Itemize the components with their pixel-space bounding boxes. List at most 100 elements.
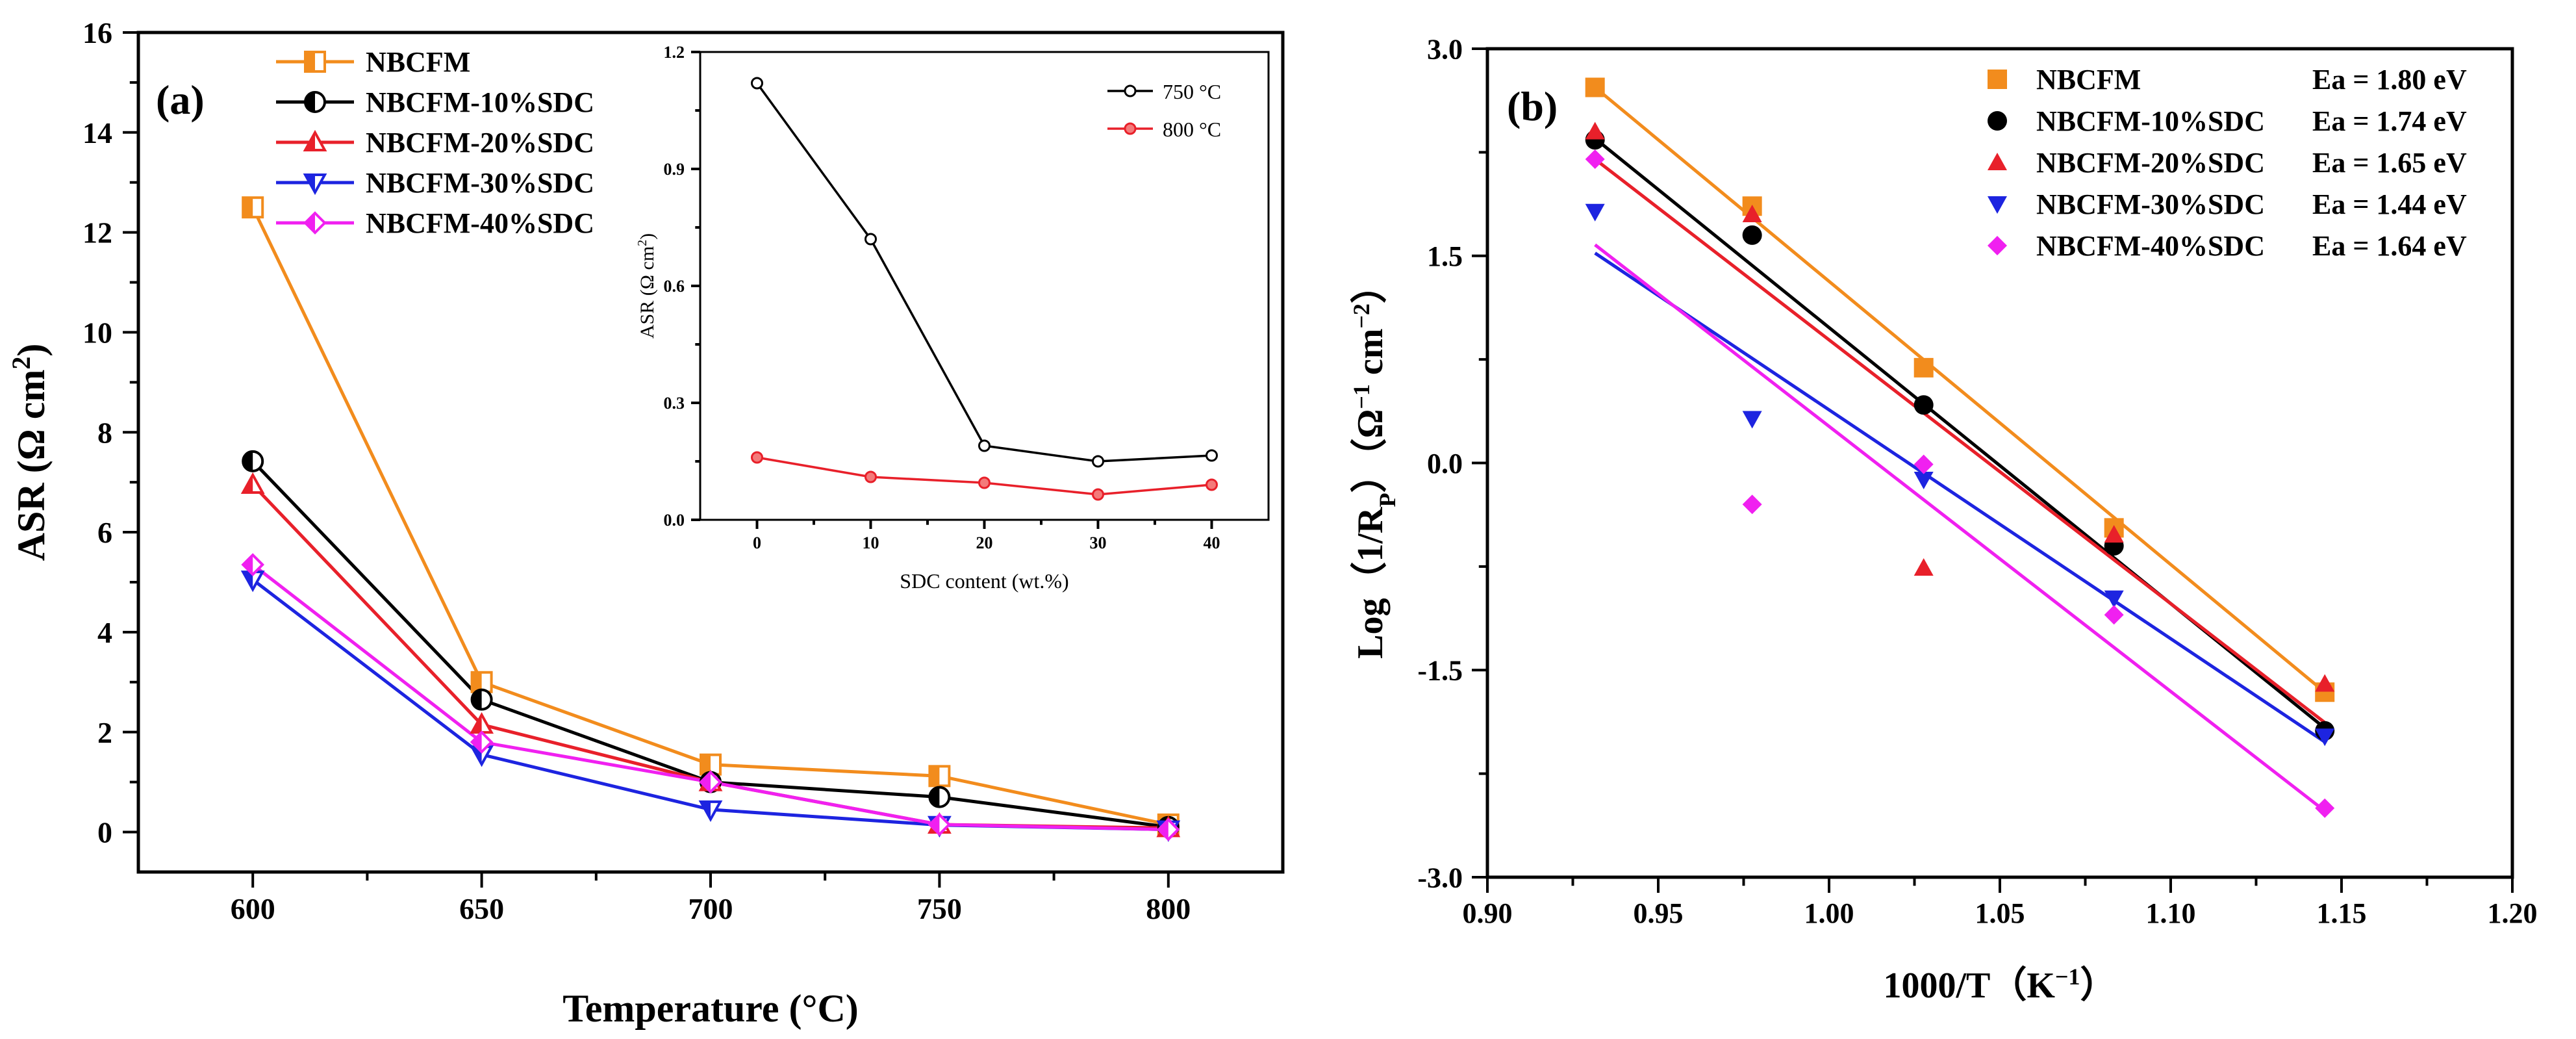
data-point bbox=[241, 553, 265, 576]
data-point bbox=[1092, 455, 1104, 468]
legend-label: NBCFM-30%SDC bbox=[366, 167, 594, 199]
legend-marker bbox=[1988, 236, 2007, 255]
legend-label: NBCFM-20%SDC bbox=[2036, 147, 2265, 179]
marker-fill bbox=[1742, 205, 1762, 222]
data-point bbox=[1206, 478, 1218, 491]
legend-label: NBCFM-10%SDC bbox=[366, 86, 594, 118]
marker-fill-half bbox=[1158, 819, 1168, 840]
marker-fill-half bbox=[305, 92, 315, 112]
x-tick-label: 1.15 bbox=[2317, 897, 2367, 929]
marker-fill-half bbox=[243, 198, 253, 218]
y-tick-label: 0.0 bbox=[1427, 448, 1463, 480]
data-point bbox=[978, 476, 991, 489]
marker-outline bbox=[1206, 449, 1218, 462]
marker-fill bbox=[1585, 203, 1605, 222]
legend-ea-value: Ea = 1.65 eV bbox=[2312, 147, 2467, 179]
x-tick-label: 0 bbox=[753, 533, 761, 552]
y-tick-label: 0.6 bbox=[664, 277, 685, 296]
marker-fill bbox=[1988, 111, 2007, 131]
marker-outline bbox=[865, 233, 877, 246]
legend-label: NBCFM-10%SDC bbox=[2036, 105, 2265, 137]
data-point bbox=[928, 786, 951, 808]
legend-label: NBCFM bbox=[2036, 64, 2141, 96]
marker-outline bbox=[978, 439, 991, 452]
marker-outline bbox=[1124, 122, 1137, 135]
marker-fill bbox=[1988, 196, 2007, 214]
legend-ea-value: Ea = 1.44 eV bbox=[2312, 188, 2467, 220]
marker-fill-half bbox=[243, 572, 253, 590]
data-point bbox=[698, 800, 723, 822]
marker-fill bbox=[1913, 395, 1934, 415]
data-point bbox=[242, 450, 264, 472]
y-tick-label: 6 bbox=[97, 516, 112, 549]
panel-label: (b) bbox=[1507, 83, 1558, 129]
data-point bbox=[470, 688, 493, 711]
marker-fill bbox=[2104, 605, 2124, 625]
legend-label: NBCFM-40%SDC bbox=[366, 207, 594, 239]
marker-fill bbox=[1585, 149, 1605, 169]
marker-fill-half bbox=[305, 52, 315, 71]
x-tick-label: 600 bbox=[231, 892, 275, 925]
panel-b-arrhenius-chart: 0.90 0.95 1.00 1.05 1.10 1.15 1.20 -3.0 -1.5 0.0 1… bbox=[1348, 33, 2538, 1006]
data-point bbox=[1913, 357, 1934, 378]
x-axis-title: Temperature (°C) bbox=[562, 987, 859, 1030]
inset-asr-vs-sdc-content-chart: 0 10 20 30 40 0.0 0.3 0.6 0.9 1.2 750 °C 800 °C SDC … bbox=[635, 43, 1270, 593]
data-point bbox=[928, 813, 952, 836]
x-tick-label: 700 bbox=[688, 892, 733, 925]
marker-fill-half bbox=[243, 555, 253, 575]
y-tick-label: 1.2 bbox=[664, 43, 685, 62]
marker-fill bbox=[1988, 70, 2007, 89]
data-point bbox=[1913, 454, 1934, 474]
marker-fill-half bbox=[929, 766, 940, 786]
data-point bbox=[240, 472, 265, 494]
legend-label: NBCFM-40%SDC bbox=[2036, 230, 2265, 262]
y-tick-label: 8 bbox=[97, 416, 112, 449]
x-tick-label: 30 bbox=[1090, 533, 1107, 552]
data-point bbox=[751, 77, 763, 90]
x-tick-label: 650 bbox=[459, 892, 504, 925]
data-point bbox=[978, 439, 991, 452]
data-point bbox=[1585, 122, 1605, 140]
marker-fill-half bbox=[472, 689, 482, 710]
legend-marker bbox=[1124, 84, 1137, 97]
marker-outline bbox=[751, 451, 763, 464]
marker-fill-half bbox=[701, 801, 711, 819]
marker-fill bbox=[1742, 411, 1762, 429]
x-tick-label: 800 bbox=[1146, 892, 1191, 925]
x-tick-label: 1.20 bbox=[2488, 897, 2538, 929]
legend-label: NBCFM-30%SDC bbox=[2036, 188, 2265, 220]
marker-outline bbox=[1206, 478, 1218, 491]
legend-ea-value: Ea = 1.74 eV bbox=[2312, 105, 2467, 137]
data-point bbox=[1585, 149, 1605, 169]
y-tick-label: 14 bbox=[82, 116, 112, 149]
data-point bbox=[1913, 472, 1934, 489]
marker-fill bbox=[1913, 558, 1934, 576]
y-tick-label: -1.5 bbox=[1417, 655, 1463, 687]
legend-marker bbox=[1988, 70, 2007, 89]
x-tick-label: 1.05 bbox=[1975, 897, 2025, 929]
legend-label: NBCFM bbox=[366, 46, 470, 78]
legend-label: 750 °C bbox=[1163, 80, 1221, 103]
marker-fill bbox=[1585, 122, 1605, 140]
data-point bbox=[1742, 205, 1762, 222]
fit-line bbox=[1594, 158, 2326, 724]
marker-fill bbox=[2104, 525, 2124, 543]
legend-marker bbox=[1988, 153, 2007, 170]
data-point bbox=[1742, 411, 1762, 429]
legend-marker bbox=[304, 51, 326, 73]
data-point bbox=[242, 196, 264, 219]
data-point bbox=[1585, 203, 1605, 222]
marker-fill bbox=[2104, 590, 2124, 608]
panel-a-asr-vs-temperature-chart: 600 650 700 750 800 0 2 4 6 8 10 12 14 16 (a) NBCFM NBCF… bbox=[6, 16, 1285, 1030]
y-tick-label: 1.5 bbox=[1427, 240, 1463, 272]
marker-fill-half bbox=[472, 672, 482, 692]
x-axis-title: 1000/T（K−1） bbox=[1884, 964, 2117, 1006]
legend-ea-value: Ea = 1.64 eV bbox=[2312, 230, 2467, 262]
data-point bbox=[1585, 77, 1605, 97]
legend-marker bbox=[1124, 122, 1137, 135]
marker-fill bbox=[1585, 77, 1605, 97]
legend-ea-value: Ea = 1.80 eV bbox=[2312, 64, 2467, 96]
data-point bbox=[1156, 817, 1180, 841]
x-tick-label: 40 bbox=[1204, 533, 1220, 552]
data-point bbox=[1092, 488, 1104, 501]
